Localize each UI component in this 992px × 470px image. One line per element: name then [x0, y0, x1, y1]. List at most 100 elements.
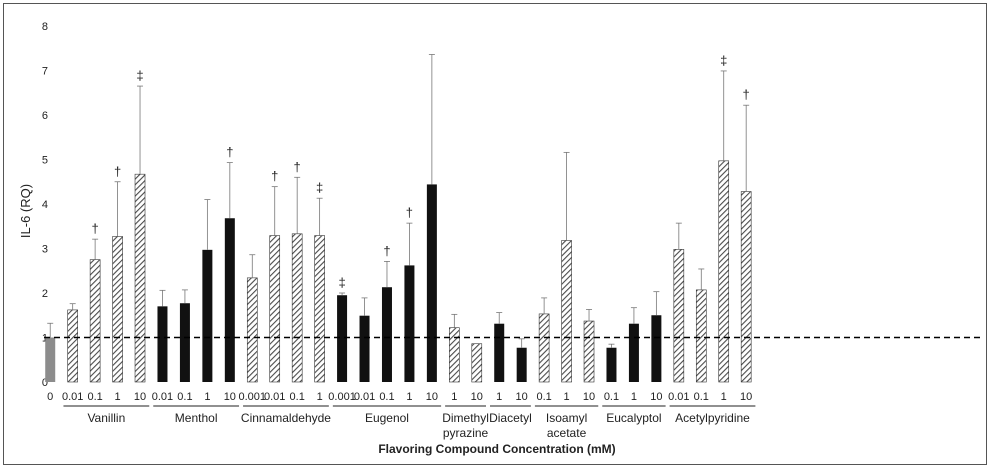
bar: [426, 184, 437, 382]
y-tick-label: 6: [42, 110, 48, 122]
bar: [651, 315, 662, 382]
significance-mark: †: [383, 243, 390, 258]
significance-mark: †: [406, 205, 413, 220]
x-tick-label: 0.001: [239, 391, 267, 403]
group-label: pyrazine: [443, 426, 489, 440]
y-tick-label: 3: [42, 244, 48, 256]
bar: [246, 277, 258, 383]
y-tick-label: 8: [42, 21, 48, 33]
group-label: acetate: [547, 426, 587, 440]
significance-mark: ‡: [136, 68, 143, 83]
bar: [134, 173, 146, 383]
y-axis: 0 1 2 3 4 5 6 7 8: [42, 21, 48, 389]
bar: [404, 265, 415, 382]
significance-mark: ‡: [720, 53, 727, 68]
y-tick-label: 0: [42, 377, 48, 389]
x-tick-label: 0.1: [536, 391, 551, 403]
bar: [628, 323, 639, 382]
y-tick-label: 2: [42, 288, 48, 300]
bar: [471, 343, 483, 383]
group-label: Eucalyptol: [606, 411, 661, 425]
bar: [202, 249, 213, 382]
x-tick-label: 0.1: [379, 391, 394, 403]
significance-mark: †: [114, 164, 121, 179]
y-tick-label: 7: [42, 66, 48, 78]
x-tick-label: 0.1: [177, 391, 192, 403]
group-label: Diacetyl: [489, 411, 532, 425]
x-tick-label: 0.01: [264, 391, 285, 403]
x-tick-label: 0.001: [328, 391, 356, 403]
bar: [359, 315, 370, 382]
significance-mark: †: [271, 169, 278, 184]
significance-mark: †: [226, 145, 233, 160]
group-label: Vanillin: [87, 411, 125, 425]
x-tick-label: 0.1: [604, 391, 619, 403]
bars: † † ‡ † † † ‡ ‡ † † ‡ †: [45, 53, 752, 383]
group-label: Dimethyl: [442, 411, 489, 425]
y-tick-label: 4: [42, 199, 48, 211]
x-tick-label: 10: [426, 391, 438, 403]
x-tick-label: 0.1: [290, 391, 305, 403]
group-label: Eugenol: [365, 411, 409, 425]
bar: [449, 327, 460, 383]
bar: [157, 306, 168, 382]
x-tick-label: 10: [740, 391, 752, 403]
bar: [291, 233, 303, 383]
x-tick-label: 1: [496, 391, 502, 403]
bar: [112, 236, 123, 383]
bar: [695, 289, 707, 383]
bar: [45, 337, 56, 382]
x-tick-label: 0.01: [668, 391, 689, 403]
bar: [67, 309, 78, 383]
x-tick-label: 1: [115, 391, 121, 403]
x-axis: 0 0.01 0.1 1 10 Vanillin 0.01 0.1 1 10 Menthol 0.00…: [47, 391, 756, 440]
x-tick-label: 1: [406, 391, 412, 403]
significance-mark: †: [294, 159, 301, 174]
x-tick-label: 0.1: [87, 391, 102, 403]
significance-mark: †: [92, 221, 99, 236]
y-tick-label: 5: [42, 155, 48, 167]
bar: [516, 347, 527, 382]
bar: [538, 313, 550, 383]
x-tick-label: 0.01: [354, 391, 375, 403]
bar: [583, 320, 595, 383]
bar: [179, 303, 190, 382]
x-tick-label: 10: [471, 391, 483, 403]
group-label: Cinnamaldehyde: [241, 411, 331, 425]
bar: [224, 218, 235, 382]
bar: [269, 235, 281, 383]
x-tick-label: 1: [317, 391, 323, 403]
significance-mark: ‡: [338, 275, 345, 290]
bar: [561, 240, 572, 383]
x-tick-label: 0: [47, 391, 53, 403]
bar: [89, 259, 101, 383]
bar: [494, 323, 505, 382]
x-tick-label: 1: [451, 391, 457, 403]
x-tick-label: 10: [134, 391, 146, 403]
x-tick-label: 10: [583, 391, 595, 403]
bar: [337, 295, 348, 382]
x-tick-label: 0.1: [694, 391, 709, 403]
x-tick-label: 10: [224, 391, 236, 403]
bar: [314, 235, 325, 383]
group-label: Isoamyl: [546, 411, 587, 425]
x-tick-label: 10: [516, 391, 528, 403]
bar: [381, 287, 392, 382]
x-tick-label: 0.01: [152, 391, 173, 403]
y-axis-label: IL-6 (RQ): [18, 184, 33, 238]
group-label: Acetylpyridine: [675, 411, 750, 425]
x-tick-label: 1: [631, 391, 637, 403]
x-tick-label: 1: [721, 391, 727, 403]
bar: [606, 347, 617, 382]
bar: [740, 191, 752, 383]
x-axis-label: Flavoring Compound Concentration (mM): [378, 442, 615, 456]
bar: [673, 249, 685, 383]
x-tick-label: 10: [650, 391, 662, 403]
y-tick-label: 1: [42, 333, 48, 345]
bar: [718, 160, 730, 383]
significance-mark: ‡: [316, 180, 323, 195]
group-label: Menthol: [175, 411, 218, 425]
x-tick-label: 0.01: [62, 391, 83, 403]
